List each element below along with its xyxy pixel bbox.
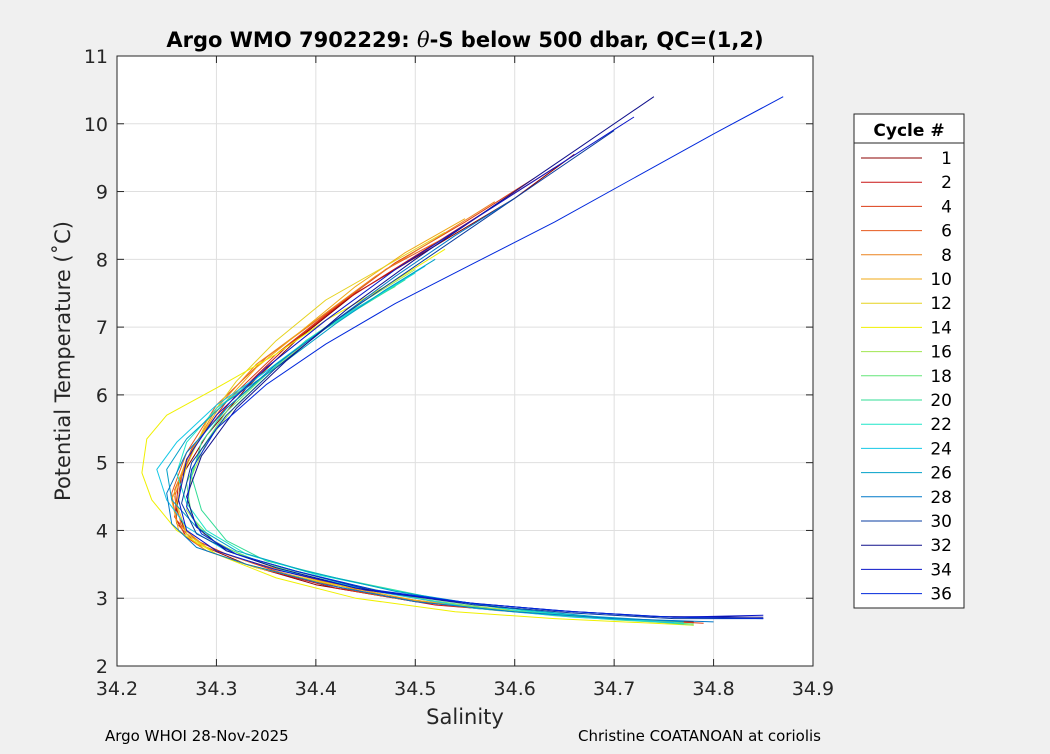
legend: Cycle # 12468101214161820222426283032343… [853, 113, 965, 609]
title-suffix: -S below 500 dbar, QC=(1,2) [430, 28, 764, 52]
legend-label-8: 8 [941, 246, 952, 266]
x-tick-labels: 34.2 34.3 34.4 34.5 34.6 34.7 34.8 34.9 [96, 678, 834, 700]
series-line-cycle-14 [141, 248, 694, 626]
legend-label-26: 26 [930, 464, 952, 484]
legend-label-1: 1 [941, 149, 952, 169]
legend-label-2: 2 [941, 173, 952, 193]
plot-area [117, 56, 813, 666]
legend-label-6: 6 [941, 222, 952, 242]
footer-right: Christine COATANOAN at coriolis [578, 727, 821, 745]
x-tick-label: 34.4 [295, 678, 337, 700]
plot-frame [116, 55, 814, 667]
y-axis-label: Potential Temperature (˚C) [51, 221, 75, 501]
legend-label-34: 34 [930, 560, 952, 580]
chart-title: Argo WMO 7902229: θ-S below 500 dbar, QC… [166, 28, 763, 52]
y-tick-label: 8 [96, 249, 108, 271]
footer-left: Argo WHOI 28-Nov-2025 [105, 727, 289, 745]
series-group [141, 96, 784, 626]
x-axis-label: Salinity [426, 705, 504, 729]
legend-label-18: 18 [930, 367, 952, 387]
x-tick-label: 34.8 [692, 678, 734, 700]
x-tick-label: 34.5 [394, 678, 436, 700]
legend-label-36: 36 [930, 585, 952, 605]
y-tick-label: 9 [96, 182, 108, 204]
legend-label-4: 4 [941, 197, 952, 217]
legend-title: Cycle # [873, 121, 944, 141]
y-tick-label: 6 [96, 385, 108, 407]
y-tick-label: 5 [96, 453, 108, 475]
y-tick-label: 2 [96, 656, 108, 678]
title-prefix: Argo WMO 7902229: [166, 28, 417, 52]
legend-label-14: 14 [930, 318, 952, 338]
legend-label-22: 22 [930, 415, 952, 435]
series-line-cycle-28 [166, 197, 714, 623]
legend-label-28: 28 [930, 488, 952, 508]
legend-label-16: 16 [930, 343, 952, 363]
x-tick-label: 34.9 [792, 678, 834, 700]
y-tick-label: 3 [96, 588, 108, 610]
legend-label-10: 10 [930, 270, 952, 290]
y-tick-label: 7 [96, 317, 108, 339]
x-tick-label: 34.3 [195, 678, 237, 700]
y-tick-label: 10 [84, 114, 108, 136]
x-tick-label: 34.2 [96, 678, 138, 700]
series-line-cycle-30 [181, 130, 764, 620]
legend-label-30: 30 [930, 512, 952, 532]
legend-label-20: 20 [930, 391, 952, 411]
y-tick-labels: 2 3 4 5 6 7 8 9 10 11 [84, 46, 108, 678]
title-theta: θ [417, 28, 430, 52]
legend-box [853, 113, 965, 609]
y-tick-label: 11 [84, 46, 108, 68]
x-tick-label: 34.6 [494, 678, 536, 700]
legend-label-24: 24 [930, 439, 952, 459]
series-line-cycle-36 [186, 96, 784, 620]
x-tick-label: 34.7 [593, 678, 635, 700]
legend-label-32: 32 [930, 536, 952, 556]
y-tick-label: 4 [96, 520, 108, 542]
legend-label-12: 12 [930, 294, 952, 314]
